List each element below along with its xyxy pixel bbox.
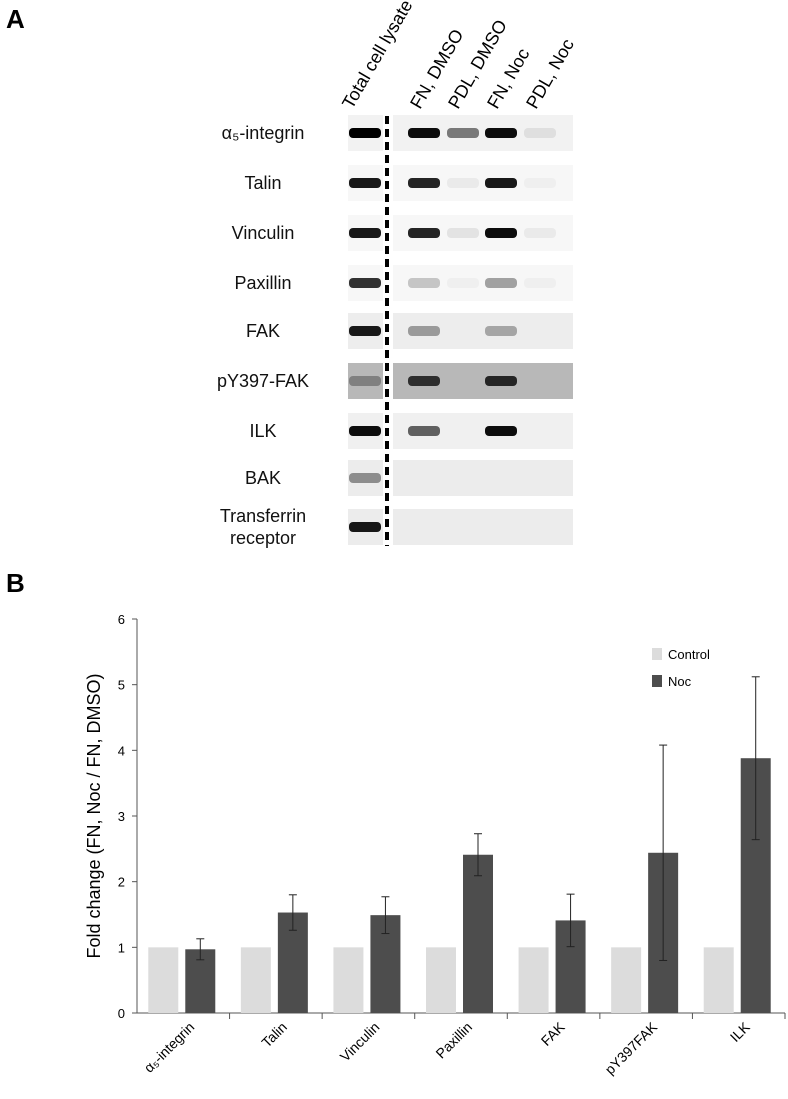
blot-band xyxy=(349,326,381,336)
blot-band xyxy=(349,128,381,138)
protein-label: Paxillin xyxy=(234,273,292,293)
legend-swatch xyxy=(652,648,662,660)
bar xyxy=(463,854,493,1013)
protein-label: Talin xyxy=(244,173,282,193)
blot-band xyxy=(349,473,381,483)
blot-band xyxy=(349,278,381,288)
x-tick-label: Vinculin xyxy=(337,1019,383,1065)
bar xyxy=(240,947,271,1013)
protein-label: Vinculin xyxy=(231,223,295,243)
blot-band xyxy=(349,178,381,188)
blot-band xyxy=(349,522,381,532)
panel-label: A xyxy=(6,4,25,34)
legend-label: Noc xyxy=(668,674,692,689)
x-tick-label: pY397FAK xyxy=(602,1018,661,1077)
y-tick-label: 4 xyxy=(118,743,125,758)
y-tick-label: 6 xyxy=(118,612,125,627)
bar xyxy=(426,947,456,1013)
blot-band xyxy=(408,228,440,238)
blot-band xyxy=(408,426,440,436)
blot-band xyxy=(524,128,556,138)
error-bar xyxy=(751,676,760,841)
x-tick-label: FAK xyxy=(538,1018,568,1048)
blot-band xyxy=(447,178,479,188)
blot-band xyxy=(485,376,517,386)
error-bar xyxy=(474,833,482,877)
blot-strip xyxy=(393,509,573,545)
blot-band xyxy=(408,376,440,386)
blot-band xyxy=(349,228,381,238)
error-bar xyxy=(288,894,297,931)
y-tick-label: 1 xyxy=(118,940,125,955)
blot-band xyxy=(485,228,517,238)
blot-band xyxy=(485,178,517,188)
y-tick-label: 3 xyxy=(118,809,125,824)
protein-label: FAK xyxy=(245,321,280,341)
y-tick-label: 2 xyxy=(118,875,125,890)
x-tick-label: Paxillin xyxy=(432,1019,475,1062)
protein-label: pY397-FAK xyxy=(216,371,310,391)
error-bar xyxy=(381,896,390,935)
error-bar xyxy=(659,744,668,961)
blot-band xyxy=(485,326,517,336)
blot-band xyxy=(524,228,556,238)
y-axis-label: Fold change (FN, Noc / FN, DMSO) xyxy=(84,673,104,958)
legend-label: Control xyxy=(668,647,710,662)
blot-band xyxy=(524,278,556,288)
blot-band xyxy=(349,426,381,436)
protein-label: α₅-integrin xyxy=(221,123,305,143)
blot-band xyxy=(485,128,517,138)
x-tick-label: α₅-integrin xyxy=(141,1019,198,1076)
blot-lysate xyxy=(348,460,383,496)
lane-label: Total cell lysate xyxy=(338,0,416,112)
blot-band xyxy=(447,278,479,288)
x-tick-label: Talin xyxy=(258,1019,290,1051)
protein-label: BAK xyxy=(244,468,282,488)
x-tick-label: ILK xyxy=(727,1018,754,1045)
error-bar xyxy=(566,893,575,948)
panel-label: B xyxy=(6,568,25,598)
blot-band xyxy=(349,376,381,386)
bar xyxy=(518,947,549,1013)
y-tick-label: 5 xyxy=(118,678,125,693)
bar xyxy=(611,947,642,1013)
blot-band xyxy=(447,228,479,238)
blot-lysate xyxy=(348,363,383,399)
blot-band xyxy=(408,278,440,288)
blot-strip xyxy=(393,265,573,301)
blot-strip xyxy=(393,460,573,496)
blot-band xyxy=(408,128,440,138)
blot-band xyxy=(485,426,517,436)
blot-band xyxy=(485,278,517,288)
y-tick-label: 0 xyxy=(118,1006,125,1021)
bar xyxy=(333,947,364,1013)
blot-band xyxy=(408,326,440,336)
blot-band xyxy=(524,178,556,188)
bar xyxy=(148,947,179,1013)
error-bar xyxy=(196,938,205,961)
blot-strip xyxy=(393,313,573,349)
lane-label: PDL, Noc xyxy=(522,35,578,112)
blot-band xyxy=(447,128,479,138)
bar xyxy=(703,947,734,1013)
legend-swatch xyxy=(652,675,662,687)
blot-band xyxy=(408,178,440,188)
protein-label: ILK xyxy=(249,421,277,441)
protein-label: Transferrin receptor xyxy=(219,506,307,548)
